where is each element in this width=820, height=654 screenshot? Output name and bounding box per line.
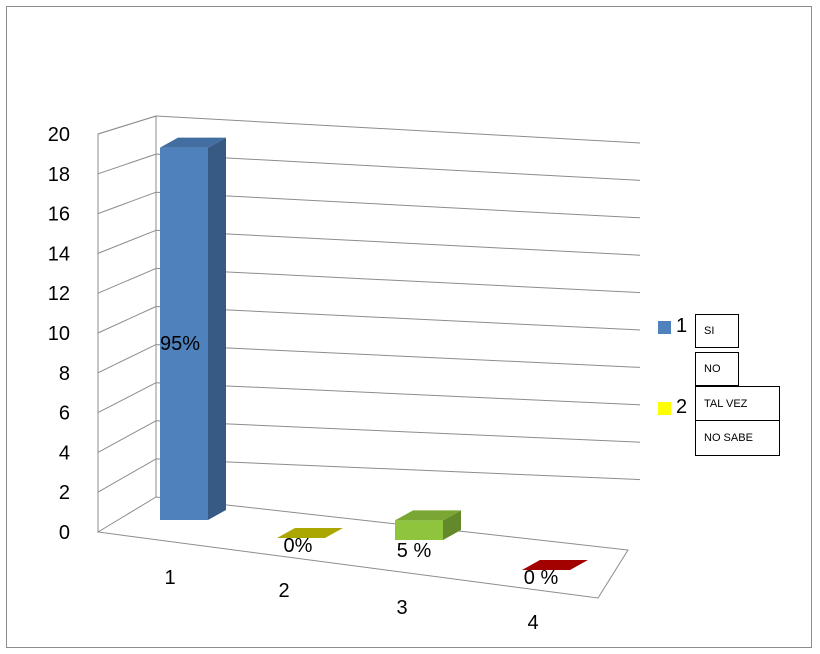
side-gridline	[97, 306, 157, 334]
y-tick-label: 14	[48, 243, 70, 265]
legend-label-1: 1	[676, 315, 688, 337]
x-tick-label: 3	[396, 597, 407, 619]
y-tick-label: 18	[48, 164, 70, 186]
bar-1	[160, 137, 226, 520]
y-tick-label: 2	[59, 482, 70, 504]
textbox-si: SI	[695, 314, 739, 348]
side-gridline	[97, 153, 157, 175]
bar-top	[395, 510, 461, 521]
back-gridline	[155, 382, 641, 406]
bar-front	[160, 147, 208, 520]
back-gridline	[155, 458, 641, 481]
textbox-tal-vez: TAL VEZ	[695, 386, 780, 422]
data-label: 0 %	[524, 567, 559, 589]
legend-label-2: 2	[676, 396, 688, 418]
data-label: 95%	[160, 333, 200, 355]
x-tick-label: 4	[527, 612, 538, 634]
back-gridline	[155, 115, 641, 144]
side-gridline	[97, 420, 157, 453]
bar-3	[395, 510, 461, 540]
bar-front	[395, 520, 443, 540]
y-tick-label: 20	[48, 124, 70, 146]
bar-side	[208, 137, 226, 520]
bar-4	[522, 560, 588, 570]
data-labels: 95% 0% 5 % 0 %	[160, 333, 558, 589]
bar-top	[160, 137, 226, 148]
side-gridline	[97, 382, 157, 414]
back-gridline	[155, 191, 641, 219]
side-gridline	[97, 344, 157, 374]
textbox-no: NO	[695, 352, 739, 386]
y-tick-label: 16	[48, 204, 70, 226]
y-tick-label: 10	[48, 323, 70, 345]
bars	[160, 137, 588, 570]
bar-2	[277, 528, 343, 538]
y-tick-label: 4	[59, 442, 70, 464]
x-tick-label: 2	[278, 580, 289, 602]
floor	[96, 496, 629, 599]
back-gridline	[155, 306, 641, 331]
bar-top	[277, 528, 343, 538]
side-wall	[97, 115, 157, 532]
data-label: 5 %	[397, 540, 432, 562]
back-gridline	[155, 229, 641, 256]
legend-swatch-2	[658, 402, 671, 415]
chart-frame	[6, 6, 812, 648]
x-tick-labels: 1 2 3 4	[164, 567, 538, 634]
y-tick-label: 8	[59, 363, 70, 385]
x-tick-label: 1	[164, 567, 175, 589]
side-gridline	[97, 191, 157, 215]
back-gridline	[155, 267, 641, 294]
side-gridline	[97, 267, 157, 294]
side-gridline	[97, 229, 157, 254]
y-tick-label: 6	[59, 403, 70, 425]
back-gridline	[155, 344, 641, 368]
bar-top	[522, 560, 588, 570]
data-label: 0%	[284, 535, 313, 557]
y-tick-label: 12	[48, 283, 70, 305]
axes	[96, 115, 629, 599]
side-gridline	[97, 458, 157, 493]
y-tick-label: 0	[59, 522, 70, 544]
back-gridline	[155, 420, 641, 443]
legend-swatch-1	[658, 321, 671, 334]
back-gridline	[155, 153, 641, 181]
textbox-no-sabe: NO SABE	[695, 420, 780, 456]
bar-side	[443, 510, 461, 540]
y-tick-labels: 0 2 4 6 8 10 12 14 16 18 20	[48, 124, 70, 544]
